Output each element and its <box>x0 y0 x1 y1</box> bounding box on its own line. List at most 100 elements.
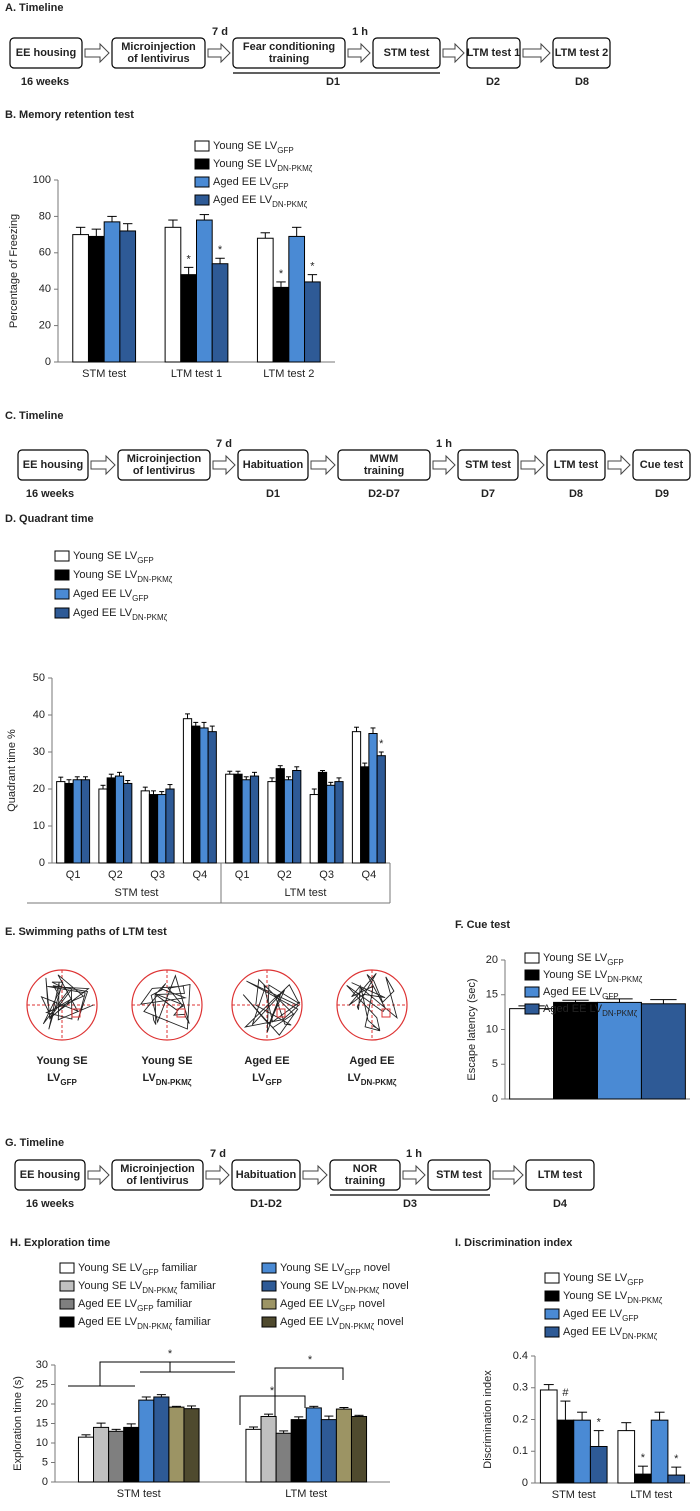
timeline-arrow <box>522 42 551 64</box>
text-piece: Aged EE LV <box>543 986 603 998</box>
legend-swatch <box>544 1326 560 1338</box>
bar <box>589 1445 608 1484</box>
text-piece: GFP <box>272 182 288 191</box>
chart-title: I. Discrimination index <box>455 1237 573 1249</box>
day-label: D1-D2 <box>250 1198 282 1210</box>
y-tick-label: 15 <box>36 1417 48 1429</box>
bar <box>157 794 167 864</box>
bar <box>165 788 175 864</box>
significance-mark: * <box>187 253 192 265</box>
timeline-box <box>117 449 211 481</box>
legend-swatch <box>524 1003 540 1015</box>
animal-label: LVGFP <box>47 1072 77 1087</box>
bar <box>180 274 197 363</box>
timeline-box <box>525 1159 595 1191</box>
legend-label: Young SE LVGFP <box>73 550 154 565</box>
x-tick-label: STM test <box>82 368 126 380</box>
x-tick-label: Q2 <box>108 869 123 881</box>
legend-label: Aged EE LVDN-PKMζ <box>213 194 308 209</box>
text-piece: GFP <box>142 1268 158 1277</box>
bar <box>211 263 229 363</box>
platform <box>381 1008 391 1018</box>
timeline-box-label: LTM test 1 <box>467 47 521 59</box>
text-piece: LV <box>348 1072 362 1084</box>
timeline-box-label: Habituation <box>236 1169 297 1181</box>
day-label: D2-D7 <box>368 488 400 500</box>
bar <box>350 1415 368 1483</box>
bar <box>72 779 82 864</box>
bar <box>275 768 285 864</box>
text-piece: DN-PKMζ <box>627 1296 663 1305</box>
y-tick-label: 0 <box>492 1093 498 1105</box>
timeline-arrow <box>205 1164 230 1186</box>
text-piece: GFP <box>602 992 618 1001</box>
timeline-box <box>632 449 691 481</box>
legend-label: Aged EE LVGFP novel <box>280 1298 385 1313</box>
timeline-arrow <box>87 1164 110 1186</box>
timeline-box-label: NOR <box>353 1163 378 1175</box>
text-piece: Aged EE LV <box>280 1298 340 1310</box>
timeline-box-label: of lentivirus <box>127 53 189 65</box>
y-tick-label: 0.2 <box>513 1413 528 1425</box>
text-piece: DN-PKMζ <box>344 1286 380 1295</box>
swim-path <box>242 978 301 1036</box>
timeline-box-label: Microinjection <box>120 1163 195 1175</box>
legend-label: Young SE LVGFP <box>563 1272 644 1287</box>
x-tick-label: STM test <box>552 1489 596 1501</box>
bar <box>267 781 277 864</box>
bracket <box>239 1395 306 1425</box>
y-tick-label: 20 <box>486 954 498 966</box>
bar <box>119 230 137 363</box>
bar <box>272 286 290 363</box>
bar <box>77 1436 95 1483</box>
timeline-box-label: LTM test <box>554 459 599 471</box>
bar <box>360 766 370 864</box>
text-piece: Young SE LV <box>213 158 278 170</box>
bar <box>245 1428 262 1483</box>
bar <box>98 788 108 864</box>
chart-title: H. Exploration time <box>10 1237 110 1249</box>
timeline-box <box>111 37 206 69</box>
timeline-box <box>17 449 89 481</box>
bar <box>72 234 89 363</box>
bar <box>556 1419 575 1484</box>
group-label: LTM test <box>285 887 327 899</box>
interval-label: 7 d <box>210 1148 226 1160</box>
timeline-box <box>337 449 431 481</box>
interval-label: 7 d <box>216 438 232 450</box>
bracket <box>99 1361 235 1386</box>
y-tick-label: 20 <box>36 1398 48 1410</box>
text-piece: DN-PKMζ <box>277 164 313 173</box>
bar <box>168 1406 185 1483</box>
y-tick-label: 10 <box>36 1437 48 1449</box>
y-axis-label: Percentage of Freezing <box>8 214 20 328</box>
timeline-box-label: of lentivirus <box>126 1175 188 1187</box>
legend-label: Young SE LVDN-PKMζ familiar <box>78 1280 216 1295</box>
day-label: D1 <box>326 76 340 88</box>
text-piece: GFP <box>627 1278 643 1287</box>
bar <box>376 755 386 864</box>
text-piece: GFP <box>137 1304 153 1313</box>
significance-mark: * <box>379 738 384 750</box>
significance-brackets <box>68 1361 344 1430</box>
day-label: D2 <box>486 76 500 88</box>
animal-label: LVDN-PKMζ <box>348 1072 397 1087</box>
legend-label: Aged EE LVGFP <box>213 176 289 191</box>
text-piece: DN-PKMζ <box>339 1322 375 1331</box>
bar <box>103 221 121 363</box>
day-label: D9 <box>655 488 669 500</box>
text-piece: GFP <box>339 1304 355 1313</box>
text-piece: DN-PKMζ <box>602 1009 638 1018</box>
y-tick-label: 0.4 <box>513 1350 528 1362</box>
text-piece: Aged EE LV <box>213 194 273 206</box>
y-tick-label: 30 <box>33 746 45 758</box>
day-label: 16 weeks <box>26 488 74 500</box>
legend-label: Young SE LVGFP familiar <box>78 1262 198 1277</box>
text-piece: Young SE LV <box>563 1272 628 1284</box>
text-piece: novel <box>361 1262 390 1274</box>
timeline-box-label: training <box>345 1175 385 1187</box>
timeline-box-label: Cue test <box>640 459 684 471</box>
legend-swatch <box>194 158 210 170</box>
day-label: D4 <box>553 1198 568 1210</box>
